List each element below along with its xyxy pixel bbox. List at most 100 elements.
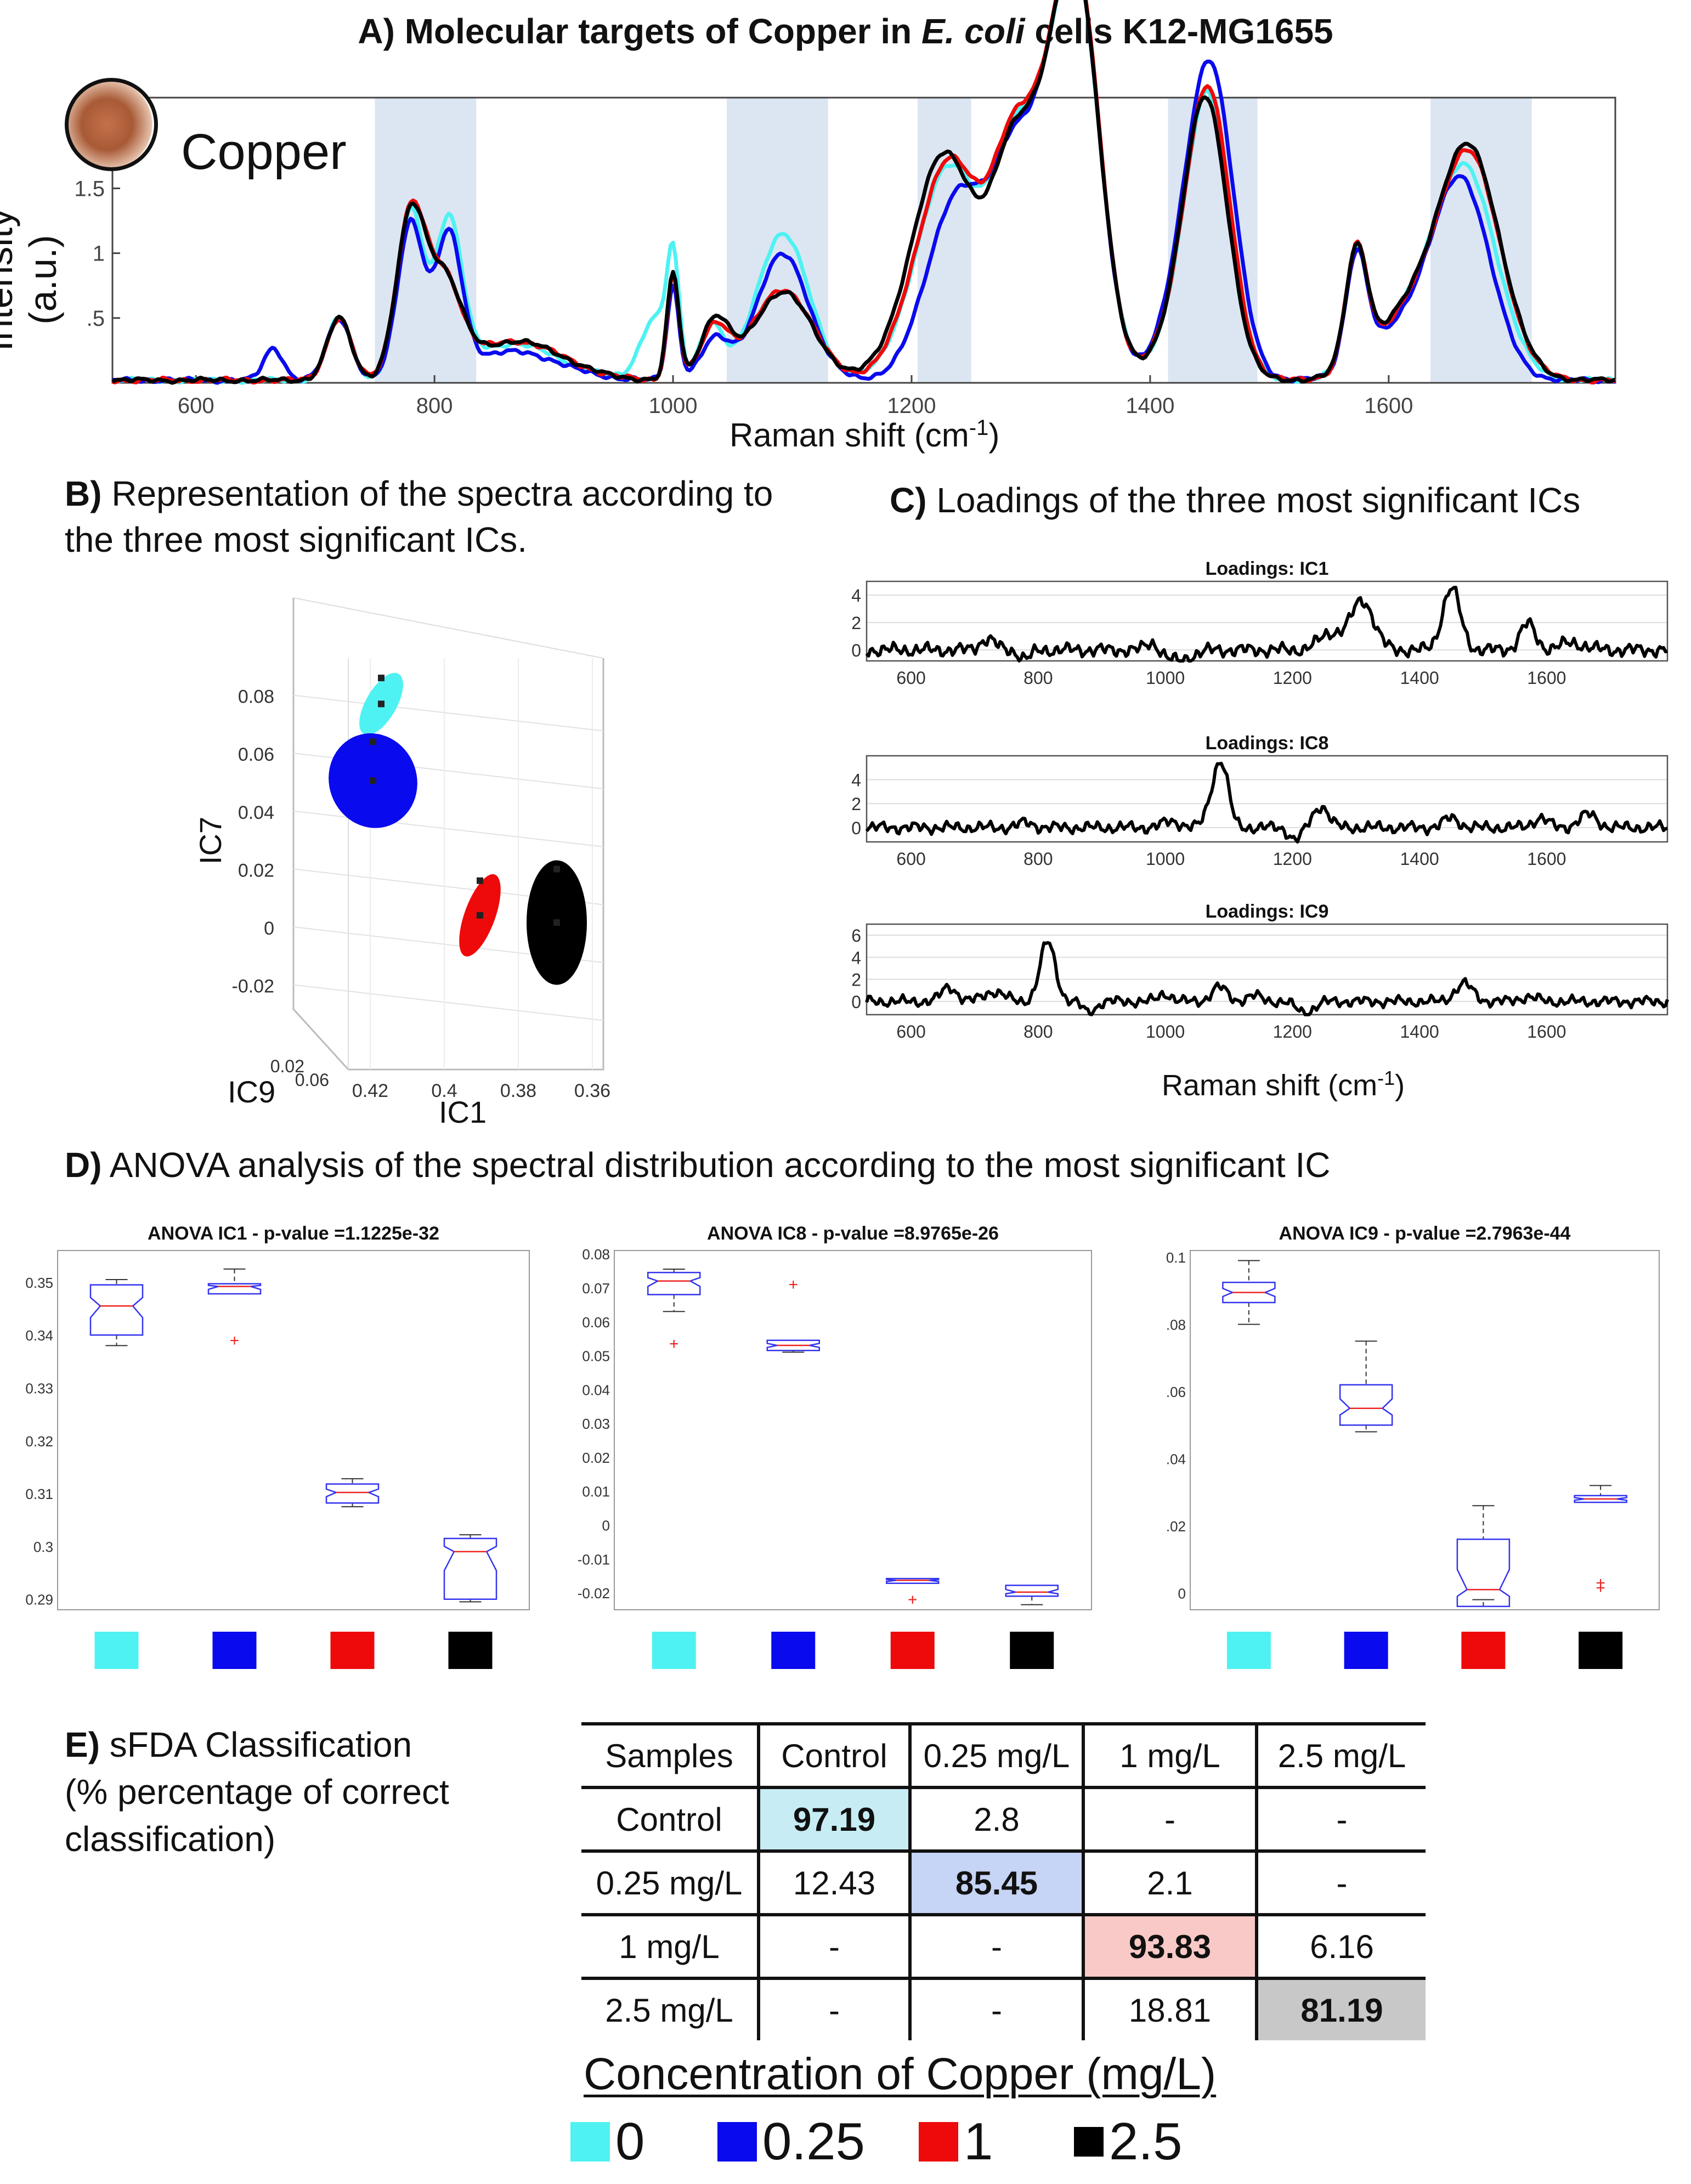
legend-item-1: 1 bbox=[919, 2112, 993, 2172]
y-tick-label: 0 bbox=[851, 641, 861, 660]
y-tick-label: .5 bbox=[87, 307, 105, 331]
grid-line bbox=[293, 694, 604, 732]
box-outlier: + bbox=[1596, 1579, 1605, 1597]
y-tick-label: 6 bbox=[851, 926, 861, 946]
spectrum-line-0.25 bbox=[112, 0, 1616, 385]
table-header-cell: 0.25 mg/L bbox=[908, 1722, 1085, 1789]
y-tick-label: 0.31 bbox=[25, 1486, 53, 1502]
category-swatch bbox=[1461, 1632, 1506, 1669]
category-swatch bbox=[771, 1632, 816, 1669]
y-tick-label: -0.02 bbox=[578, 1585, 610, 1602]
box-body bbox=[1005, 1585, 1059, 1597]
legend-swatch bbox=[570, 2122, 610, 2162]
ic7-axis-label: IC7 bbox=[193, 816, 228, 865]
table-row-label: 1 mg/L bbox=[581, 1913, 760, 1980]
y-tick-label: 0 bbox=[851, 818, 861, 838]
plot-frame bbox=[866, 580, 1669, 662]
cluster-point bbox=[477, 877, 483, 884]
copper-inset-label: Copper bbox=[181, 124, 347, 180]
y-tick-label: 0.29 bbox=[25, 1592, 53, 1608]
category-swatch bbox=[1226, 1632, 1271, 1669]
ic7-tick-label: -0.02 bbox=[232, 976, 275, 997]
box-outlier: + bbox=[1596, 1574, 1605, 1592]
panel-a-xlabel: Raman shift (cm-1) bbox=[729, 416, 1000, 454]
boxplot-title: ANOVA IC8 - p-value =8.9765e-26 bbox=[707, 1223, 999, 1244]
table-cell: 18.81 bbox=[1082, 1977, 1258, 2040]
table-row: 1 mg/L - - 93.83 6.16 bbox=[581, 1913, 1426, 1980]
table-row: Control 97.19 2.8 - - bbox=[581, 1786, 1426, 1853]
box-body bbox=[1456, 1538, 1511, 1608]
category-swatch bbox=[652, 1632, 696, 1669]
table-row-label: Control bbox=[581, 1786, 760, 1853]
x-tick-label: 1200 bbox=[1273, 849, 1312, 869]
y-tick-label: 0.35 bbox=[25, 1275, 53, 1291]
ic9-tick-label: 0.02 bbox=[270, 1056, 304, 1076]
x-tick-label: 600 bbox=[896, 668, 925, 688]
y-tick-label: 0 bbox=[1178, 1585, 1186, 1602]
x-tick-label: 1200 bbox=[1273, 668, 1312, 688]
y-tick-label: 0.01 bbox=[582, 1484, 610, 1500]
box-body bbox=[1222, 1281, 1276, 1304]
y-tick-label: 2 bbox=[851, 794, 861, 814]
y-tick-label: 0.1 bbox=[1166, 1249, 1186, 1266]
category-swatch bbox=[212, 1632, 257, 1669]
y-tick-label: 0.07 bbox=[582, 1280, 610, 1297]
y-tick-label: 0.04 bbox=[582, 1382, 610, 1398]
ic7-tick-label: 0.06 bbox=[238, 744, 274, 765]
category-swatch bbox=[890, 1632, 935, 1669]
highlight-band bbox=[917, 98, 971, 383]
y-tick-label: .06 bbox=[1166, 1384, 1186, 1400]
table-cell: 2.8 bbox=[908, 1786, 1085, 1853]
loadings-line bbox=[865, 941, 1669, 1016]
highlight-band bbox=[1430, 98, 1532, 383]
loadings-subplot-title: Loadings: IC8 bbox=[1206, 733, 1329, 754]
ic1-tick-label: 0.4 bbox=[431, 1080, 457, 1101]
box-body bbox=[1574, 1495, 1627, 1503]
y-tick-label: 1 bbox=[93, 242, 105, 266]
ic1-tick-label: 0.38 bbox=[500, 1080, 536, 1101]
category-swatch bbox=[330, 1632, 375, 1669]
legend-title: Concentration of Copper (mg/L) bbox=[584, 2049, 1217, 2099]
grid-line bbox=[293, 984, 604, 1021]
ic7-tick-label: 0 bbox=[264, 918, 274, 939]
ic9-tick-label: 0.06 bbox=[295, 1070, 329, 1090]
panel-b-title: B) Representation of the spectra accordi… bbox=[65, 474, 773, 559]
box-body bbox=[886, 1577, 940, 1585]
panel-a-ylabel: Intensity (a.u.) bbox=[0, 208, 64, 352]
y-tick-label: 2 bbox=[851, 613, 861, 633]
box-body bbox=[443, 1537, 497, 1600]
panel-d-title: D) ANOVA analysis of the spectral distri… bbox=[65, 1145, 1331, 1185]
table-cell: 93.83 bbox=[1082, 1913, 1258, 1980]
table-row: 2.5 mg/L - - 18.81 81.19 bbox=[581, 1977, 1426, 2040]
spectrum-line-2.5 bbox=[111, 0, 1616, 385]
x-tick-label: 1600 bbox=[1527, 1022, 1566, 1042]
legend-swatch bbox=[1074, 2127, 1104, 2157]
boxplot-title: ANOVA IC1 - p-value =1.1225e-32 bbox=[148, 1223, 439, 1244]
table-row-label: 0.25 mg/L bbox=[581, 1849, 760, 1916]
legend-item-025: 0.25 bbox=[717, 2112, 865, 2172]
x-tick-label: 1000 bbox=[1146, 849, 1185, 869]
table-cell: - bbox=[1082, 1786, 1258, 1853]
legend-swatch bbox=[919, 2122, 958, 2162]
box-body bbox=[1339, 1384, 1393, 1426]
ic-scatter-3d-chart: 0.08 0.06 0.04 0.02 0 -0.02 0.42 0.4 0.38 0.36 0.0… bbox=[232, 597, 610, 1101]
legend-item-0: 0 bbox=[570, 2112, 644, 2172]
x-tick-label: 1400 bbox=[1126, 394, 1174, 418]
table-cell: - bbox=[908, 1977, 1085, 2040]
y-tick-label: .04 bbox=[1166, 1451, 1186, 1468]
x-tick-label: 1000 bbox=[1146, 1022, 1185, 1042]
table-header-cell: Control bbox=[757, 1722, 912, 1789]
x-tick-label: 1000 bbox=[649, 394, 698, 418]
x-tick-label: 1200 bbox=[1273, 1022, 1312, 1042]
y-tick-label: -0.01 bbox=[578, 1551, 610, 1568]
y-tick-label: 0 bbox=[602, 1518, 610, 1534]
table-cell: - bbox=[1255, 1786, 1426, 1853]
x-tick-label: 600 bbox=[178, 394, 214, 418]
y-tick-label: .08 bbox=[1166, 1317, 1186, 1333]
copper-inset-logo bbox=[65, 78, 158, 171]
loadings-subplot-title: Loadings: IC1 bbox=[1206, 558, 1329, 579]
table-header-cell: Samples bbox=[581, 1722, 760, 1789]
box-body bbox=[766, 1339, 820, 1351]
box-outlier: + bbox=[908, 1591, 918, 1609]
cluster-point bbox=[553, 919, 560, 926]
